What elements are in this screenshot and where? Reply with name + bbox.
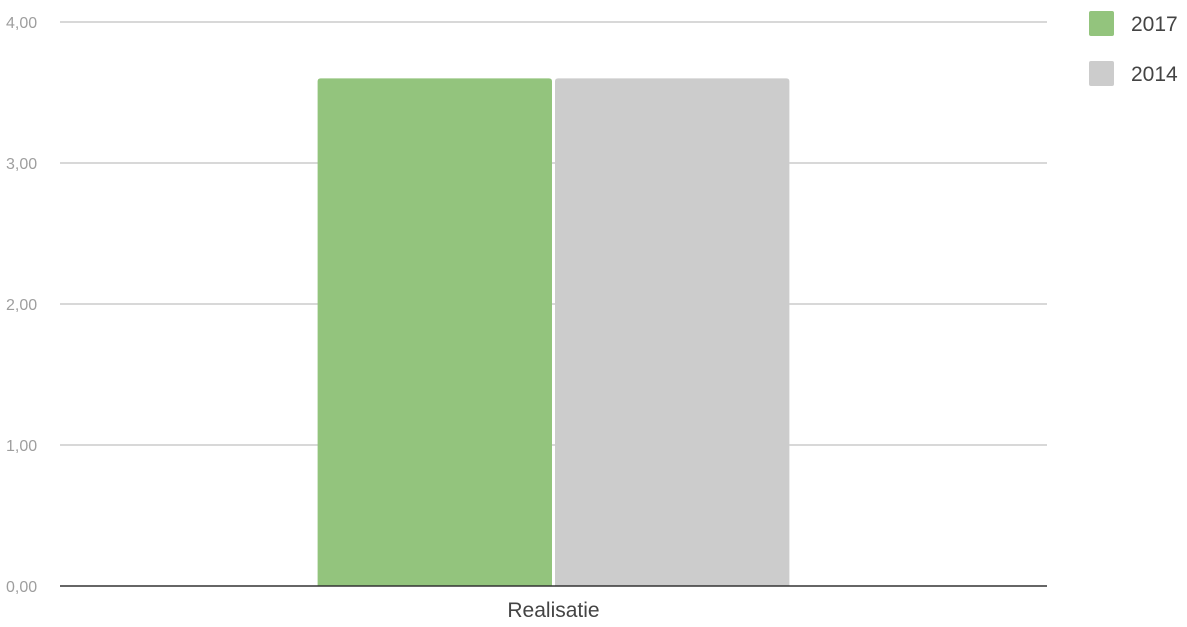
legend-label: 2014 (1131, 63, 1178, 86)
bar-2017 (317, 78, 552, 587)
bars (317, 78, 790, 587)
gridlines (60, 21, 1047, 446)
y-tick-label: 3,00 (6, 156, 37, 173)
legend-label: 2017 (1131, 13, 1178, 36)
x-category-label: Realisatie (507, 599, 599, 622)
y-tick-label: 1,00 (6, 438, 37, 455)
y-tick-label: 4,00 (6, 15, 37, 32)
legend-swatch-2014 (1089, 61, 1114, 86)
bar-2014 (555, 78, 790, 587)
legend: 2017 2014 (1089, 11, 1178, 86)
legend-swatch-2017 (1089, 11, 1114, 36)
y-tick-label: 2,00 (6, 297, 37, 314)
y-tick-label: 0,00 (6, 579, 37, 596)
y-axis-ticks: 0,00 1,00 2,00 3,00 4,00 (6, 15, 37, 596)
x-axis-categories: Realisatie (507, 599, 599, 622)
